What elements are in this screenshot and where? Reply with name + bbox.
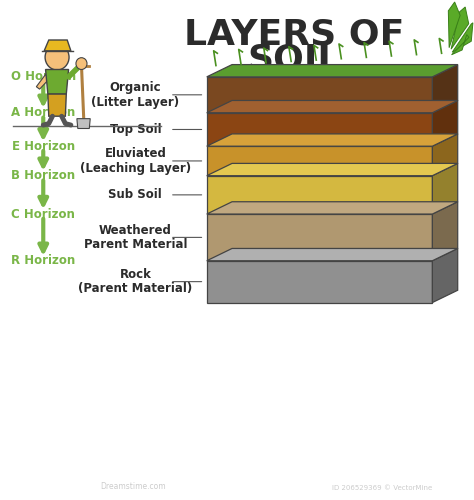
Polygon shape bbox=[207, 202, 458, 214]
Text: B Horizon: B Horizon bbox=[11, 169, 75, 182]
Text: R Horizon: R Horizon bbox=[11, 254, 75, 267]
Text: Weathered
Parent Material: Weathered Parent Material bbox=[83, 224, 187, 251]
Text: SOIL: SOIL bbox=[247, 42, 341, 76]
Polygon shape bbox=[207, 214, 432, 260]
Polygon shape bbox=[77, 118, 90, 128]
Polygon shape bbox=[452, 23, 473, 52]
Polygon shape bbox=[448, 2, 460, 48]
Text: E Horizon: E Horizon bbox=[12, 140, 75, 152]
Polygon shape bbox=[207, 77, 432, 113]
Text: Dreamstime.com: Dreamstime.com bbox=[100, 482, 166, 492]
Polygon shape bbox=[452, 34, 469, 54]
Polygon shape bbox=[207, 248, 458, 260]
Polygon shape bbox=[207, 100, 458, 113]
Polygon shape bbox=[44, 40, 71, 51]
Polygon shape bbox=[432, 202, 458, 260]
Polygon shape bbox=[207, 134, 458, 146]
Polygon shape bbox=[207, 64, 458, 77]
Text: Sub Soil: Sub Soil bbox=[109, 188, 162, 202]
Polygon shape bbox=[207, 113, 432, 146]
Text: Top Soil: Top Soil bbox=[109, 123, 161, 136]
Circle shape bbox=[45, 44, 69, 70]
Text: LAYERS OF: LAYERS OF bbox=[184, 18, 404, 52]
Polygon shape bbox=[432, 164, 458, 214]
Polygon shape bbox=[207, 146, 432, 176]
Circle shape bbox=[76, 58, 87, 70]
Text: ID 206529369 © VectorMine: ID 206529369 © VectorMine bbox=[332, 486, 432, 492]
Text: A Horizon: A Horizon bbox=[11, 106, 75, 120]
Text: Eluviated
(Leaching Layer): Eluviated (Leaching Layer) bbox=[80, 147, 191, 174]
Text: C Horizon: C Horizon bbox=[11, 208, 75, 220]
Text: Rock
(Parent Material): Rock (Parent Material) bbox=[78, 268, 192, 295]
Polygon shape bbox=[207, 176, 432, 214]
Polygon shape bbox=[432, 100, 458, 146]
Polygon shape bbox=[46, 70, 69, 94]
Polygon shape bbox=[432, 134, 458, 175]
Polygon shape bbox=[48, 94, 66, 116]
Text: O Horizon: O Horizon bbox=[11, 70, 76, 84]
Polygon shape bbox=[451, 7, 469, 49]
Polygon shape bbox=[432, 248, 458, 302]
Polygon shape bbox=[207, 260, 432, 302]
Polygon shape bbox=[36, 74, 49, 89]
Polygon shape bbox=[432, 64, 458, 113]
Text: Organic
(Litter Layer): Organic (Litter Layer) bbox=[91, 81, 180, 108]
Polygon shape bbox=[207, 164, 458, 175]
